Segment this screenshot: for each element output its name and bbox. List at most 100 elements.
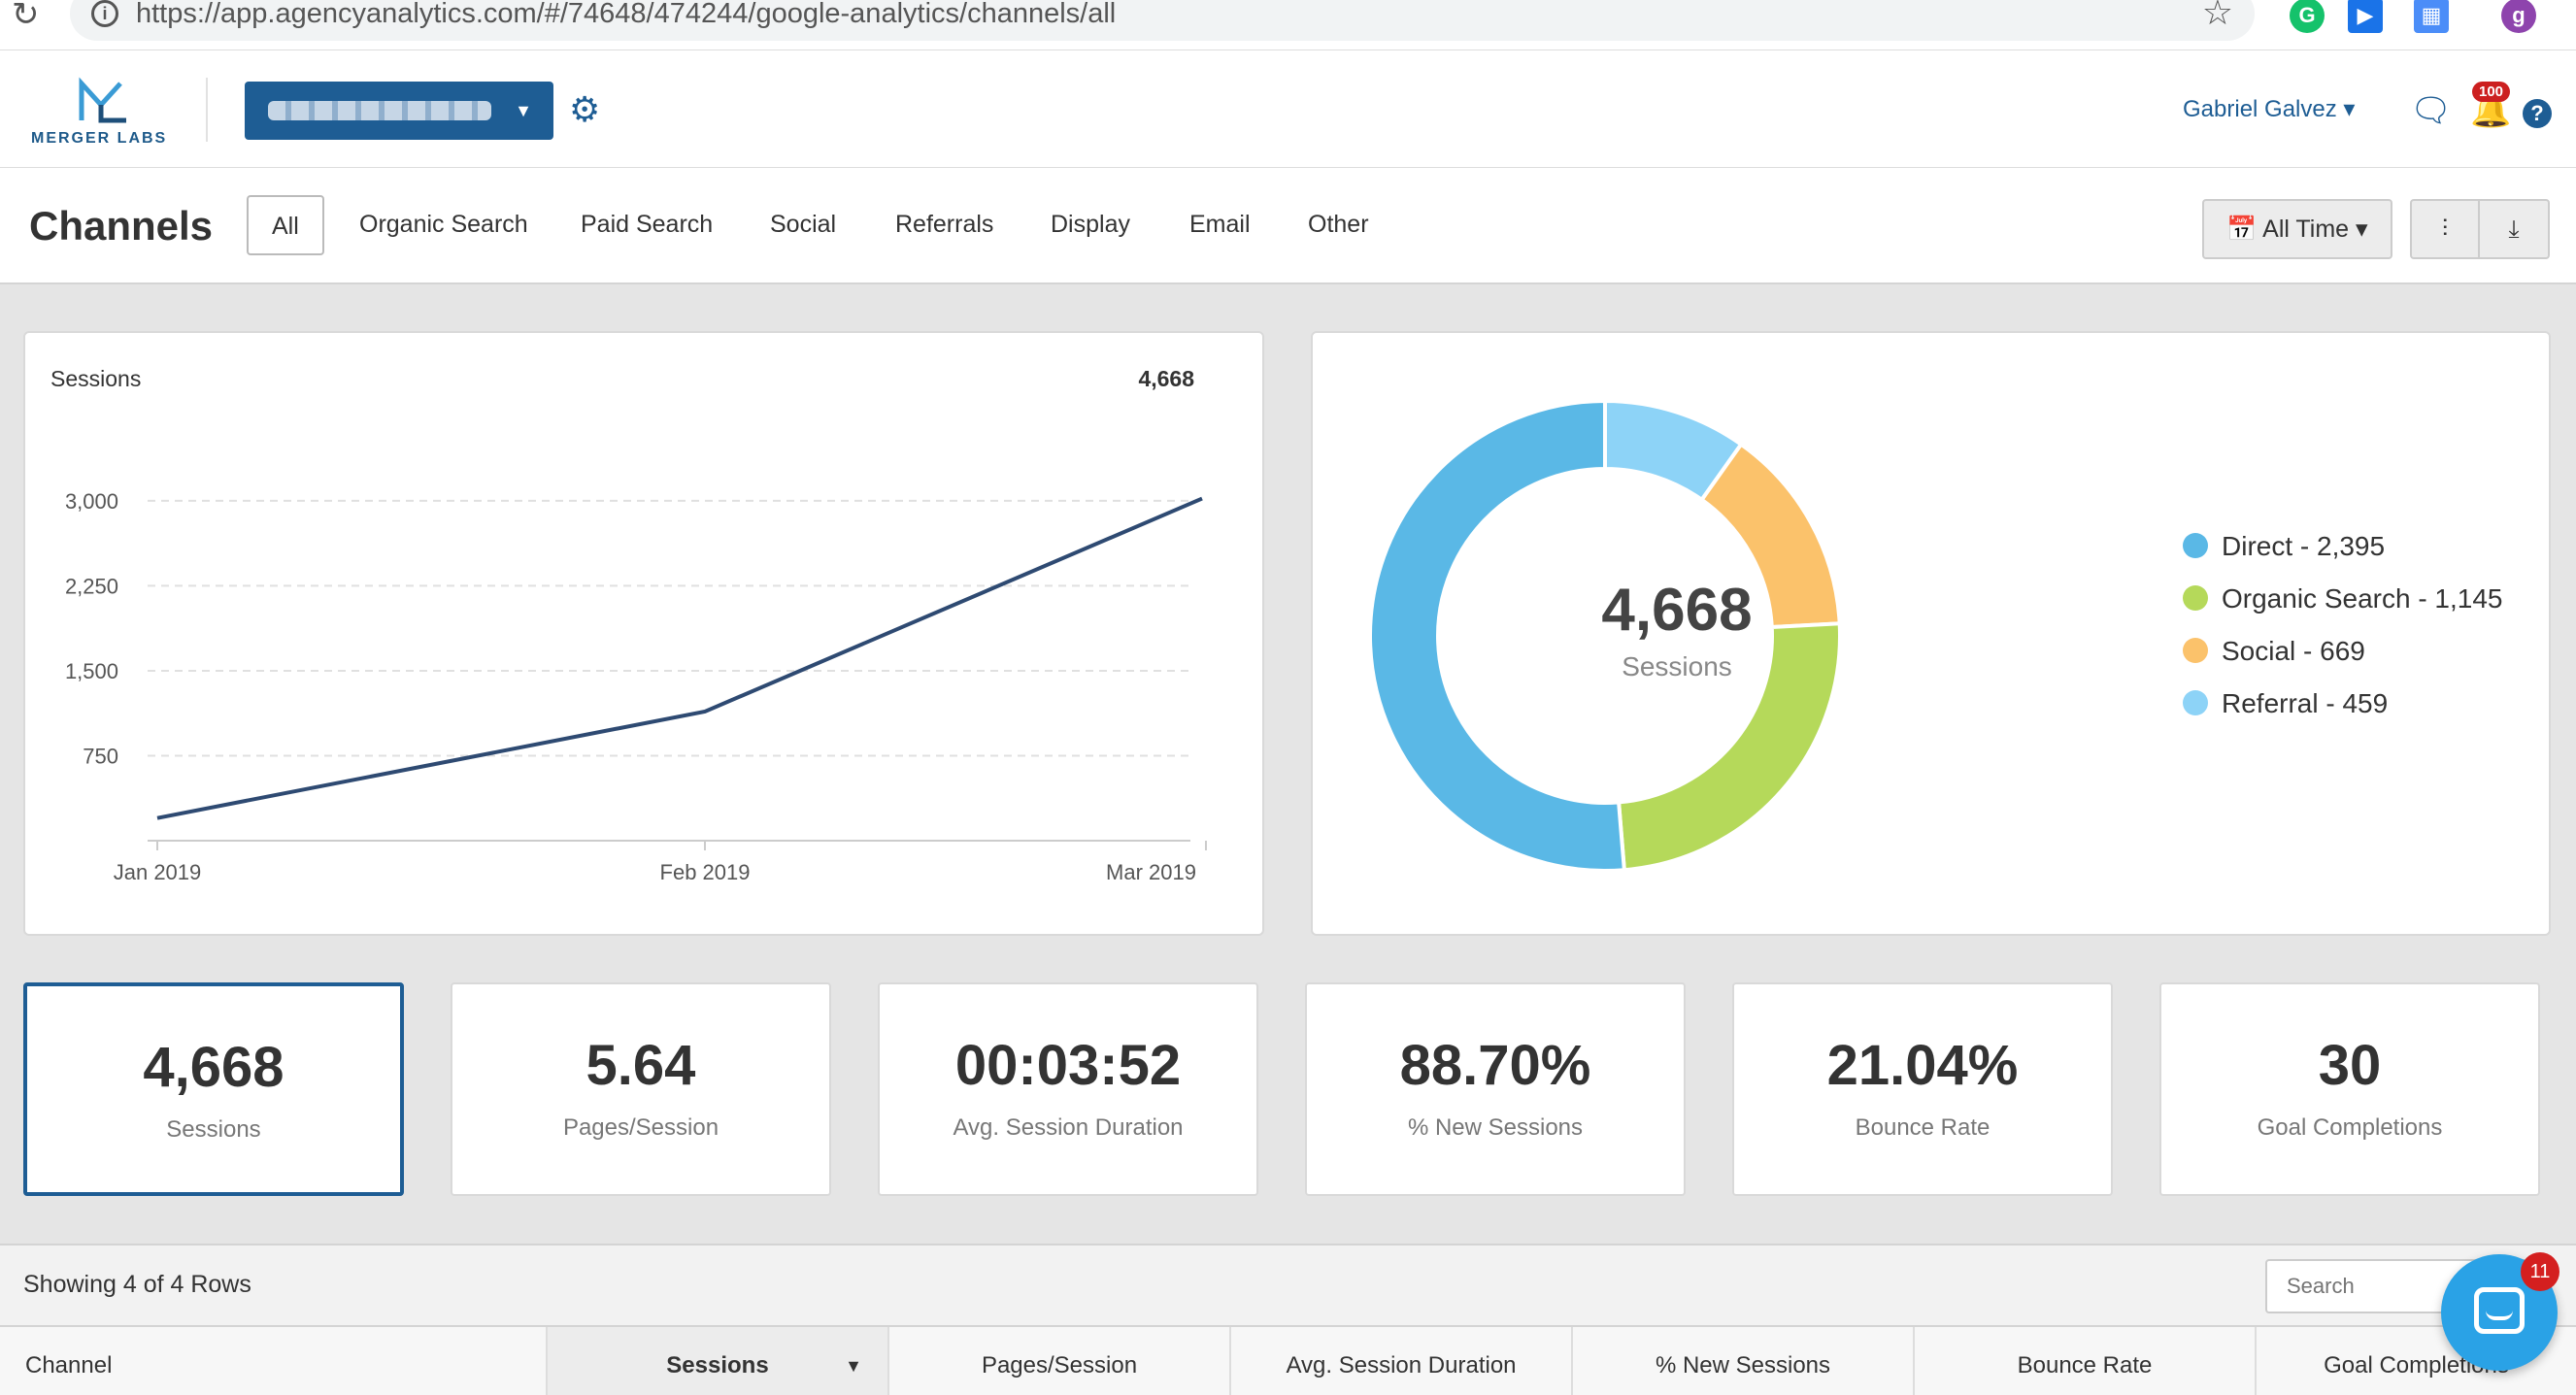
- page-title: Channels: [29, 203, 214, 249]
- grammarly-extension-icon[interactable]: G: [2290, 0, 2325, 33]
- legend-item-referral[interactable]: Referral - 459: [2183, 688, 2388, 719]
- star-icon[interactable]: ☆: [2201, 0, 2233, 32]
- chat-smile: [2486, 1311, 2513, 1320]
- legend-label: Organic Search - 1,145: [2222, 583, 2503, 614]
- user-name: Gabriel Galvez: [2183, 96, 2337, 122]
- channel-donut-chart: [1368, 398, 1842, 873]
- channels-toolbar: Channels All Organic Search Paid Search …: [0, 168, 2576, 284]
- user-menu[interactable]: Gabriel Galvez ▾: [2183, 95, 2355, 123]
- kpi-value: 00:03:52: [954, 1034, 1182, 1097]
- line-chart-total: 4,668: [1138, 366, 1194, 391]
- caret-down-icon: ▾: [2343, 96, 2356, 122]
- kpi-label: Avg. Session Duration: [953, 1114, 1184, 1141]
- caret-down-icon: ▾: [2356, 216, 2368, 243]
- kpi-value: 4,668: [143, 1036, 284, 1099]
- legend-dot: [2183, 533, 2208, 558]
- sessions-line: [156, 496, 1203, 820]
- chat-unread-badge: 11: [2521, 1252, 2559, 1291]
- chat-icon: [2474, 1287, 2525, 1334]
- filter-settings-button[interactable]: ⫶: [2410, 199, 2480, 259]
- legend-dot: [2183, 638, 2208, 663]
- table-header-row: Channel Sessions ▼ Pages/Session Avg. Ses…: [0, 1327, 2576, 1395]
- kpi-value: 88.70%: [1399, 1034, 1591, 1097]
- tab-referrals[interactable]: Referrals: [895, 211, 994, 238]
- date-range-label: All Time: [2262, 216, 2350, 243]
- channel-donut-card: 4,668 Sessions Direct - 2,395 Organic Se…: [1311, 331, 2551, 936]
- kpi-label: Sessions: [166, 1116, 261, 1143]
- download-button[interactable]: ⤓: [2478, 199, 2550, 259]
- legend-label: Direct - 2,395: [2222, 531, 2386, 561]
- profile-avatar[interactable]: g: [2501, 0, 2536, 33]
- tab-email[interactable]: Email: [1189, 211, 1251, 238]
- help-icon[interactable]: ?: [2523, 99, 2552, 128]
- y-tick-label: 2,250: [65, 574, 118, 598]
- kpi-value: 30: [2318, 1034, 2382, 1097]
- kpi-label: Pages/Session: [562, 1114, 719, 1141]
- column-header-sessions[interactable]: Sessions ▼: [548, 1327, 889, 1395]
- kpi-value: 5.64: [585, 1034, 696, 1097]
- tab-display[interactable]: Display: [1051, 211, 1130, 238]
- tab-other[interactable]: Other: [1308, 211, 1369, 238]
- header-divider: [206, 78, 208, 142]
- y-tick-label: 750: [83, 744, 118, 768]
- donut-center-label: Sessions: [1622, 651, 1732, 681]
- donut-center-value: 4,668: [1601, 577, 1753, 644]
- kpi-new-sessions[interactable]: 88.70% % New Sessions: [1305, 982, 1686, 1196]
- column-header-bounce-rate[interactable]: Bounce Rate: [1915, 1327, 2257, 1395]
- kpi-label: % New Sessions: [1407, 1114, 1584, 1141]
- legend-item-direct[interactable]: Direct - 2,395: [2183, 531, 2385, 562]
- tab-organic-search[interactable]: Organic Search: [359, 211, 528, 238]
- download-icon: ⤓: [2508, 216, 2520, 243]
- sliders-icon: ⫶: [2441, 216, 2449, 243]
- tab-all[interactable]: All: [247, 195, 324, 255]
- chat-icon[interactable]: 🗨: [2410, 92, 2453, 129]
- table-toolbar: Showing 4 of 4 Rows: [0, 1244, 2576, 1327]
- info-icon[interactable]: i: [91, 0, 118, 27]
- redacted-client-name: [268, 101, 491, 120]
- tab-paid-search[interactable]: Paid Search: [581, 211, 714, 238]
- sessions-line-chart-card: Sessions 4,668 750 1,500 2,250 3,000 Jan 201…: [23, 331, 1264, 936]
- notification-badge: 100: [2472, 82, 2511, 102]
- legend-item-social[interactable]: Social - 669: [2183, 636, 2365, 667]
- kpi-sessions[interactable]: 4,668 Sessions: [23, 982, 404, 1196]
- legend-item-organic-search[interactable]: Organic Search - 1,145: [2183, 583, 2503, 614]
- kpi-value: 21.04%: [1826, 1034, 2019, 1097]
- merger-labs-logo[interactable]: MERGER LABS: [29, 76, 184, 153]
- legend-dot: [2183, 585, 2208, 611]
- sort-desc-icon: ▼: [845, 1356, 862, 1376]
- column-header-new-sessions[interactable]: % New Sessions: [1573, 1327, 1915, 1395]
- gear-icon[interactable]: ⚙: [569, 89, 601, 129]
- rows-info: Showing 4 of 4 Rows: [23, 1271, 251, 1298]
- legend-label: Referral - 459: [2222, 688, 2389, 718]
- line-chart-title: Sessions: [50, 366, 142, 391]
- client-selector[interactable]: ▼: [245, 82, 553, 140]
- calendar-icon: 📅: [2226, 216, 2258, 243]
- caret-down-icon: ▼: [515, 101, 532, 120]
- reload-icon[interactable]: ↻: [12, 0, 40, 33]
- date-range-button[interactable]: 📅 All Time ▾: [2202, 199, 2392, 259]
- browser-toolbar: ↻ i https://app.agencyanalytics.com/#/74…: [0, 0, 2576, 50]
- cast-extension-icon[interactable]: ▶: [2348, 0, 2383, 33]
- logo-wordmark: MERGER LABS: [31, 130, 168, 147]
- x-tick-label: Mar 2019: [1106, 860, 1196, 884]
- kpi-label: Bounce Rate: [1855, 1114, 1991, 1141]
- tab-social[interactable]: Social: [770, 211, 837, 238]
- legend-label: Social - 669: [2222, 636, 2365, 666]
- column-header-avg-session-duration[interactable]: Avg. Session Duration: [1231, 1327, 1573, 1395]
- kpi-avg-session-duration[interactable]: 00:03:52 Avg. Session Duration: [878, 982, 1258, 1196]
- app-header: MERGER LABS ▼ ⚙ Gabriel Galvez ▾ 🗨 🔔 100…: [0, 50, 2576, 168]
- y-tick-label: 3,000: [65, 489, 118, 514]
- calendar-extension-icon[interactable]: ▦: [2414, 0, 2449, 33]
- kpi-label: Goal Completions: [2257, 1114, 2443, 1141]
- column-header-channel[interactable]: Channel: [0, 1327, 548, 1395]
- column-header-pages-per-session[interactable]: Pages/Session: [889, 1327, 1231, 1395]
- kpi-goal-completions[interactable]: 30 Goal Completions: [2159, 982, 2540, 1196]
- kpi-pages-per-session[interactable]: 5.64 Pages/Session: [451, 982, 831, 1196]
- y-tick-label: 1,500: [65, 659, 118, 683]
- address-bar[interactable]: i https://app.agencyanalytics.com/#/7464…: [70, 0, 2255, 41]
- url-text[interactable]: https://app.agencyanalytics.com/#/74648/…: [136, 0, 1117, 29]
- x-tick-label: Jan 2019: [114, 860, 202, 884]
- logo-mark-icon: [79, 77, 126, 123]
- kpi-bounce-rate[interactable]: 21.04% Bounce Rate: [1732, 982, 2113, 1196]
- donut-slice-direct: [1368, 398, 1627, 873]
